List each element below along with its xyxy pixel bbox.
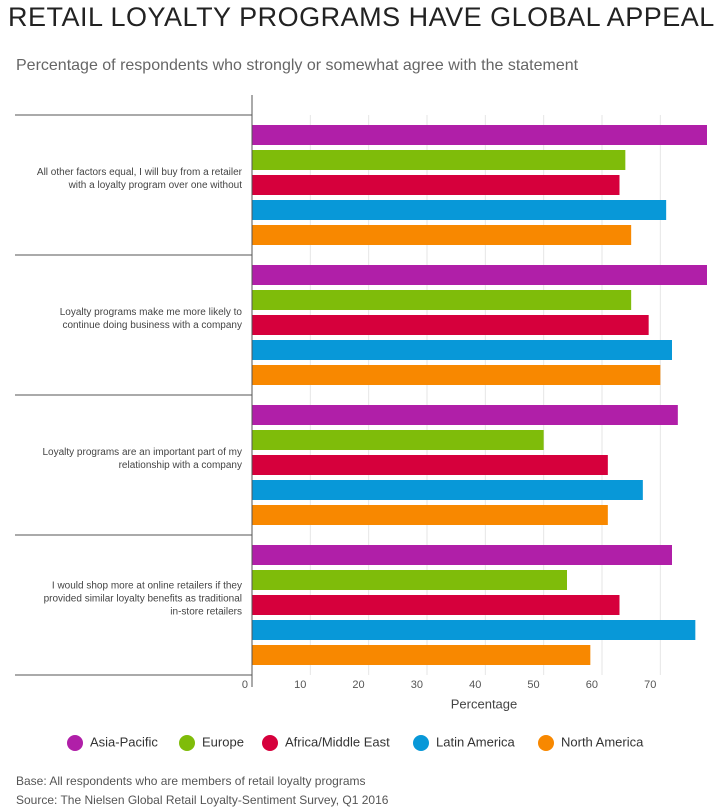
- bar: [252, 595, 620, 615]
- bar: [252, 125, 707, 145]
- chart-subtitle: Percentage of respondents who strongly o…: [16, 57, 579, 74]
- legend-label: Africa/Middle East: [285, 734, 390, 749]
- bar: [252, 545, 672, 565]
- bar: [252, 315, 649, 335]
- legend-marker: [67, 735, 83, 751]
- x-tick-label: 50: [527, 679, 539, 691]
- bar: [252, 265, 707, 285]
- bar: [252, 290, 632, 310]
- legend-label: Asia-Pacific: [90, 734, 158, 749]
- bar: [252, 645, 591, 665]
- legend-marker: [413, 735, 429, 751]
- bar: [252, 505, 608, 525]
- category-label: All other factors equal, I will buy from…: [36, 167, 242, 191]
- bar: [252, 480, 643, 500]
- bar: [252, 150, 626, 170]
- category-label: Loyalty programs are an important part o…: [42, 447, 242, 471]
- legend-label: Europe: [202, 734, 244, 749]
- footnote: Source: The Nielsen Global Retail Loyalt…: [16, 793, 389, 807]
- bar: [252, 365, 661, 385]
- bar: [252, 620, 696, 640]
- x-tick-label: 70: [644, 679, 656, 691]
- chart-title: RETAIL LOYALTY PROGRAMS HAVE GLOBAL APPE…: [8, 2, 715, 32]
- bar: [252, 200, 667, 220]
- x-tick-label: 40: [469, 679, 481, 691]
- footnote: Base: All respondents who are members of…: [16, 774, 366, 788]
- legend-marker: [538, 735, 554, 751]
- legend-marker: [262, 735, 278, 751]
- category-label: I would shop more at online retailers if…: [43, 580, 242, 618]
- legend-label: Latin America: [436, 734, 516, 749]
- bar: [252, 175, 620, 195]
- x-tick-label: 10: [294, 679, 306, 691]
- bar: [252, 225, 632, 245]
- x-tick-label: 30: [411, 679, 423, 691]
- bar: [252, 455, 608, 475]
- bar: [252, 340, 672, 360]
- x-tick-label: 0: [242, 679, 248, 691]
- bar: [252, 405, 678, 425]
- bar: [252, 430, 544, 450]
- x-axis-label: Percentage: [451, 696, 518, 711]
- bar: [252, 570, 567, 590]
- category-label: Loyalty programs make me more likely to …: [59, 307, 242, 331]
- x-tick-label: 60: [586, 679, 598, 691]
- x-tick-label: 20: [352, 679, 364, 691]
- legend-label: North America: [561, 734, 644, 749]
- legend-marker: [179, 735, 195, 751]
